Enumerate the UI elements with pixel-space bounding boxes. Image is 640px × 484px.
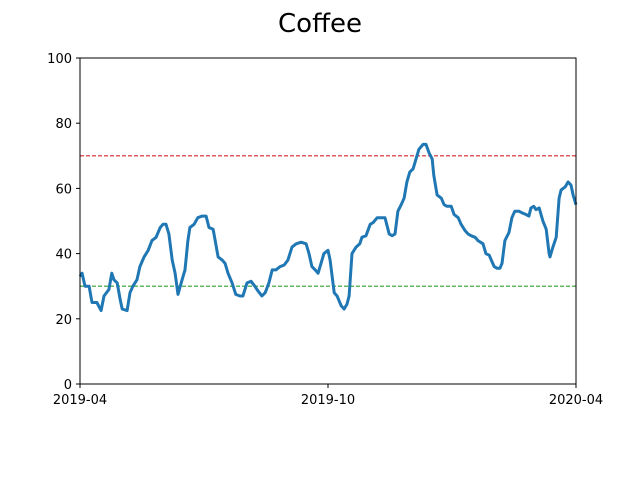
x-tick-label: 2019-10 xyxy=(301,393,355,408)
data-line xyxy=(78,142,578,313)
y-tick-label: 100 xyxy=(47,52,72,67)
chart-title: Coffee xyxy=(278,9,362,39)
plot-frame xyxy=(79,57,577,385)
y-tick-label: 60 xyxy=(55,182,72,197)
y-tick-label: 40 xyxy=(55,248,72,263)
x-tick-label: 2019-04 xyxy=(53,393,107,408)
y-tick-label: 20 xyxy=(55,313,72,328)
x-tick-label: 2020-04 xyxy=(549,393,603,408)
y-tick-label: 0 xyxy=(64,378,72,393)
y-tick-label: 80 xyxy=(55,117,72,132)
